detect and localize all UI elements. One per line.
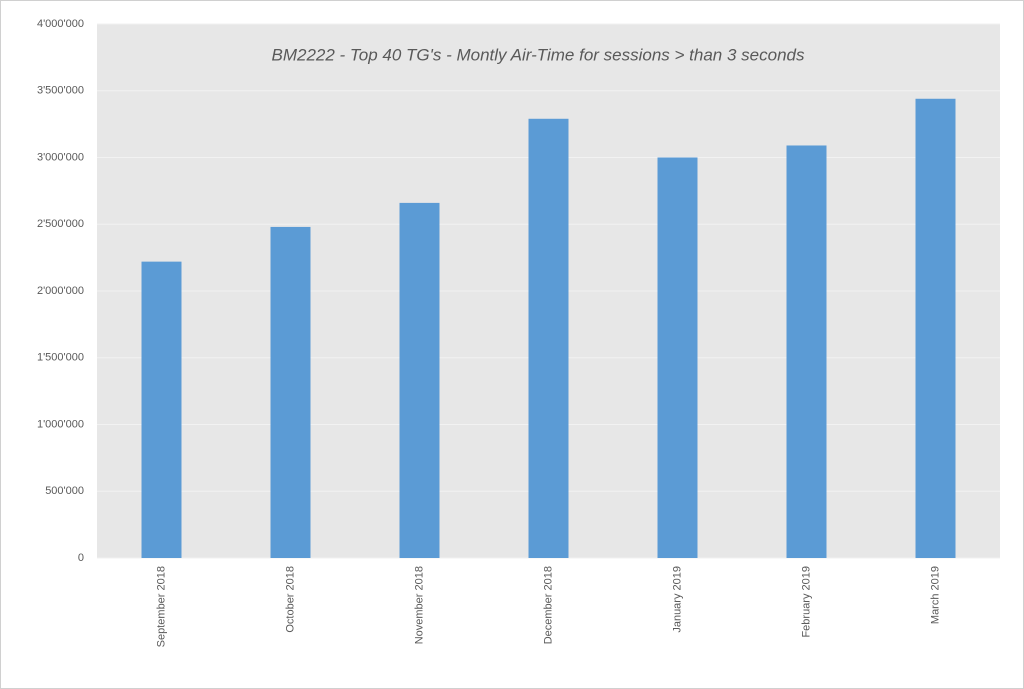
- y-tick-label: 0: [78, 552, 84, 564]
- bar: [528, 118, 569, 558]
- bar: [915, 98, 956, 558]
- bar: [786, 145, 827, 559]
- y-tick-label: 1'500'000: [37, 352, 84, 364]
- x-tick-label: November 2018: [413, 566, 425, 644]
- chart-title: BM2222 - Top 40 TG's - Montly Air-Time f…: [271, 45, 805, 64]
- y-tick-label: 2'000'000: [37, 285, 84, 297]
- y-tick-label: 3'000'000: [37, 151, 84, 163]
- x-tick-label: October 2018: [284, 566, 296, 633]
- bar: [141, 261, 182, 558]
- y-tick-label: 4'000'000: [37, 18, 84, 30]
- bar: [270, 226, 311, 559]
- bar: [399, 202, 440, 558]
- x-tick-label: January 2019: [671, 566, 683, 633]
- x-tick-label: September 2018: [155, 566, 167, 647]
- y-tick-label: 1'000'000: [37, 418, 84, 430]
- y-tick-label: 500'000: [45, 485, 84, 497]
- x-tick-label: February 2019: [800, 566, 812, 638]
- bar: [657, 157, 698, 558]
- x-tick-label: March 2019: [929, 566, 941, 624]
- y-tick-label: 3'500'000: [37, 85, 84, 97]
- y-tick-label: 2'500'000: [37, 218, 84, 230]
- x-tick-label: December 2018: [542, 566, 554, 644]
